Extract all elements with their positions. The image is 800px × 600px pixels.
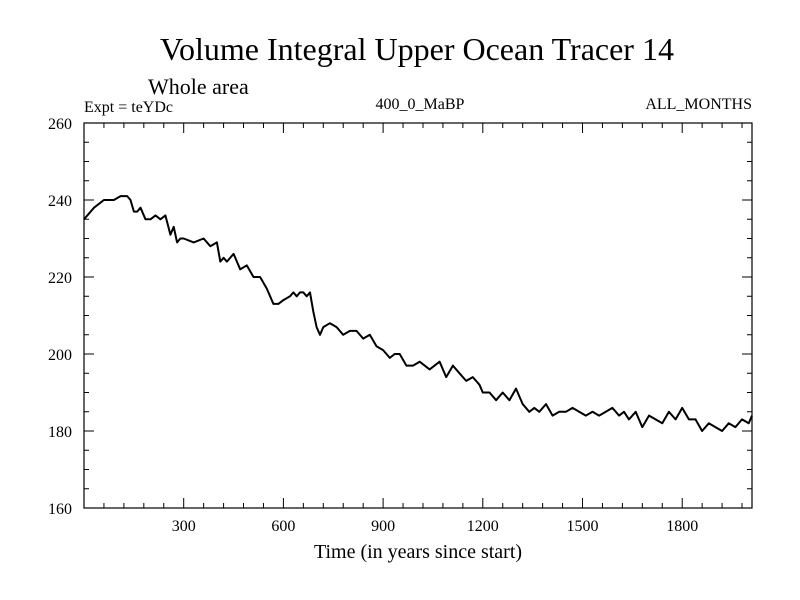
chart-title: Volume Integral Upper Ocean Tracer 14 bbox=[160, 31, 674, 67]
y-tick-label: 160 bbox=[48, 501, 72, 518]
y-tick-label: 200 bbox=[48, 347, 72, 364]
x-tick-label: 900 bbox=[371, 518, 395, 535]
experiment-label: Expt = teYDc bbox=[84, 99, 173, 116]
chart-subtitle: Whole area bbox=[148, 74, 249, 99]
x-tick-label: 1800 bbox=[666, 518, 698, 535]
plot-frame bbox=[83, 122, 753, 509]
x-tick-label: 1200 bbox=[467, 518, 499, 535]
months-label: ALL_MONTHS bbox=[645, 96, 752, 113]
y-tick-label: 180 bbox=[48, 424, 72, 441]
data-line bbox=[83, 195, 753, 432]
x-axis: 300 600 900 1200 1500 1800 bbox=[103, 123, 743, 535]
x-tick-label: 600 bbox=[271, 518, 295, 535]
x-axis-label: Time (in years since start) bbox=[314, 541, 522, 563]
x-tick-label: 1500 bbox=[567, 518, 599, 535]
y-tick-label: 240 bbox=[48, 193, 72, 210]
y-axis: 160 180 200 220 240 260 bbox=[48, 116, 752, 518]
period-label: 400_0_MaBP bbox=[376, 96, 465, 113]
y-tick-label: 220 bbox=[48, 270, 72, 287]
x-tick-label: 300 bbox=[172, 518, 196, 535]
y-tick-label: 260 bbox=[48, 116, 72, 133]
